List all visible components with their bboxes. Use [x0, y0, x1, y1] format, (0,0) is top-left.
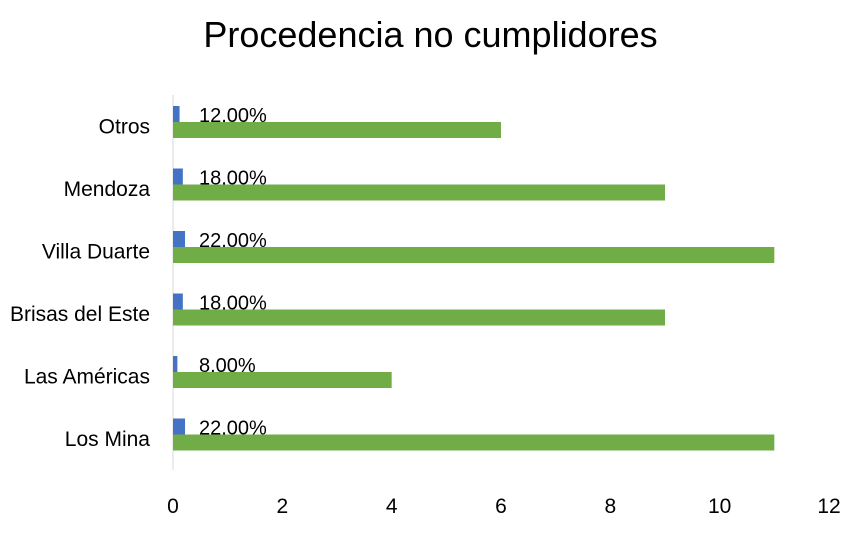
x-tick-label: 2 [276, 495, 288, 518]
bar-green [173, 247, 775, 263]
data-label: 12.00% [199, 105, 267, 127]
category-label: Mendoza [64, 178, 151, 201]
chart-title: Procedencia no cumplidores [203, 14, 658, 55]
data-label: 8.00% [199, 355, 256, 377]
bar-green [173, 434, 775, 451]
bar-green [173, 372, 392, 388]
data-label: 18.00% [199, 168, 267, 190]
x-tick-label: 4 [386, 495, 398, 518]
data-label: 22.00% [199, 418, 267, 440]
category-label: Los Mina [65, 428, 151, 451]
bar-blue [173, 293, 183, 310]
bar-blue [173, 168, 183, 185]
x-tick-label: 12 [817, 495, 840, 518]
bar-blue [173, 418, 186, 435]
bar-green [173, 309, 665, 326]
data-label: 22.00% [199, 230, 267, 252]
x-tick-label: 10 [708, 495, 731, 518]
category-label: Otros [99, 115, 150, 138]
category-label: Villa Duarte [42, 240, 150, 263]
bar-green [173, 122, 501, 138]
x-tick-label: 6 [495, 495, 507, 518]
bar-green [173, 184, 665, 201]
bar-blue [173, 231, 186, 247]
x-tick-label: 8 [604, 495, 616, 518]
data-label: 18.00% [199, 293, 267, 315]
category-label: Brisas del Este [10, 303, 150, 326]
category-label: Las Américas [24, 365, 150, 388]
bar-blue [173, 106, 180, 122]
bar-blue [173, 356, 178, 372]
x-tick-label: 0 [167, 495, 179, 518]
